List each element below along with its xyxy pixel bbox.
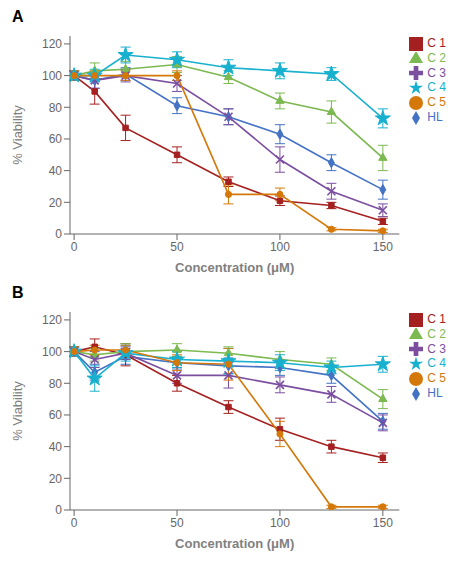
svg-text:60: 60 [49,132,63,146]
svg-text:40: 40 [49,440,63,454]
html-text:C 3: C 3 [427,341,446,356]
html-text:C 1: C 1 [427,36,446,50]
svg-text:% Viability: % Viability [10,105,25,165]
svg-text:Concentration (μM): Concentration (μM) [175,260,294,275]
svg-text:20: 20 [49,196,63,210]
html-text:C 4: C 4 [427,80,446,95]
svg-text:50: 50 [170,516,184,530]
svg-text:0: 0 [71,240,78,254]
html-text:C 1: C 1 [427,312,446,326]
html-text:B: B [12,284,24,301]
svg-text:150: 150 [373,516,393,530]
svg-text:100: 100 [270,516,290,530]
html-text:C 3: C 3 [427,65,446,80]
svg-text:100: 100 [42,345,62,359]
html-text:C 2: C 2 [427,326,446,341]
svg-text:120: 120 [42,37,62,51]
html-text:A: A [12,8,24,25]
svg-text:150: 150 [373,240,393,254]
svg-text:100: 100 [270,240,290,254]
svg-text:80: 80 [49,377,63,391]
svg-text:40: 40 [49,164,63,178]
svg-text:0: 0 [55,503,62,517]
html-text:C 5: C 5 [427,371,446,386]
html-text:HL: HL [427,110,443,125]
svg-text:20: 20 [49,472,63,486]
svg-text:80: 80 [49,101,63,115]
svg-text:50: 50 [170,240,184,254]
svg-text:Concentration (μM): Concentration (μM) [175,536,294,551]
svg-text:0: 0 [71,516,78,530]
html-text:C 2: C 2 [427,50,446,65]
html-text:HL: HL [427,386,443,401]
html-text:C 5: C 5 [427,95,446,110]
svg-text:120: 120 [42,313,62,327]
svg-text:% Viability: % Viability [10,381,25,441]
svg-text:0: 0 [55,227,62,241]
svg-text:100: 100 [42,69,62,83]
svg-text:60: 60 [49,408,63,422]
html-text:C 4: C 4 [427,356,446,371]
